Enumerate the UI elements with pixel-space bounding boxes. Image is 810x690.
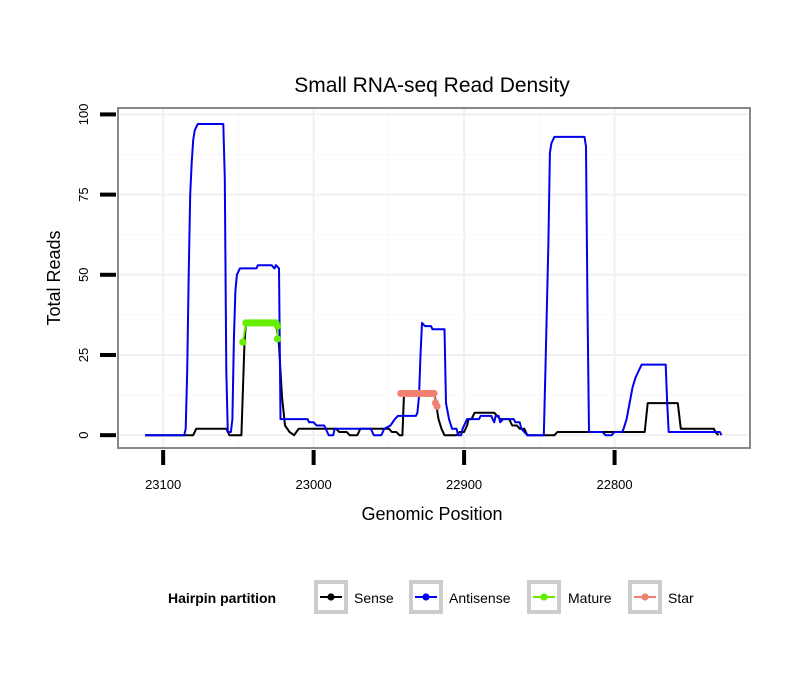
- series-star: [397, 389, 441, 410]
- series-mature: [239, 319, 282, 346]
- legend-item-mature: Mature: [527, 580, 612, 614]
- legend-item-antisense: Antisense: [409, 580, 511, 614]
- data-point-mature: [273, 322, 282, 330]
- legend-key-point-sense: [327, 593, 335, 601]
- legend-key-point-mature: [540, 593, 548, 601]
- legend-key-point-star: [641, 593, 649, 601]
- y-tick-label: 100: [76, 104, 91, 126]
- series-group: [145, 123, 723, 437]
- data-point-star: [433, 402, 441, 410]
- series-antisense: [145, 123, 723, 437]
- panel-border: [117, 107, 751, 449]
- data-point-mature: [273, 335, 282, 343]
- legend-item-star: Star: [628, 580, 694, 614]
- y-tick-label: 75: [76, 187, 91, 201]
- legend-label-sense: Sense: [354, 590, 394, 606]
- plot-area: [117, 107, 751, 449]
- gridlines: [118, 108, 750, 448]
- x-axis: 23100 23000 22900 22800: [145, 450, 633, 492]
- legend-label-star: Star: [668, 590, 694, 606]
- legend-label-antisense: Antisense: [449, 590, 511, 606]
- y-tick-label: 25: [76, 348, 91, 362]
- legend-label-mature: Mature: [568, 590, 612, 606]
- x-tick-label: 22800: [596, 477, 632, 492]
- x-tick-label: 22900: [446, 477, 482, 492]
- y-tick-label: 50: [76, 268, 91, 282]
- legend: Hairpin partition Sense Antisense Mature St…: [168, 580, 694, 614]
- data-point-mature: [239, 338, 247, 346]
- chart-title: Small RNA-seq Read Density: [294, 74, 570, 97]
- series-line-antisense: [145, 123, 723, 437]
- x-tick-label: 23100: [145, 477, 181, 492]
- x-axis-title: Genomic Position: [361, 504, 502, 524]
- x-tick-label: 23000: [296, 477, 332, 492]
- y-axis: 0 25 50 75 100: [76, 104, 116, 439]
- legend-key-point-antisense: [422, 593, 430, 601]
- data-point-star: [430, 389, 438, 398]
- y-tick-label: 0: [76, 432, 91, 439]
- y-axis-title: Total Reads: [44, 230, 64, 325]
- legend-title: Hairpin partition: [168, 590, 276, 606]
- legend-item-sense: Sense: [314, 580, 394, 614]
